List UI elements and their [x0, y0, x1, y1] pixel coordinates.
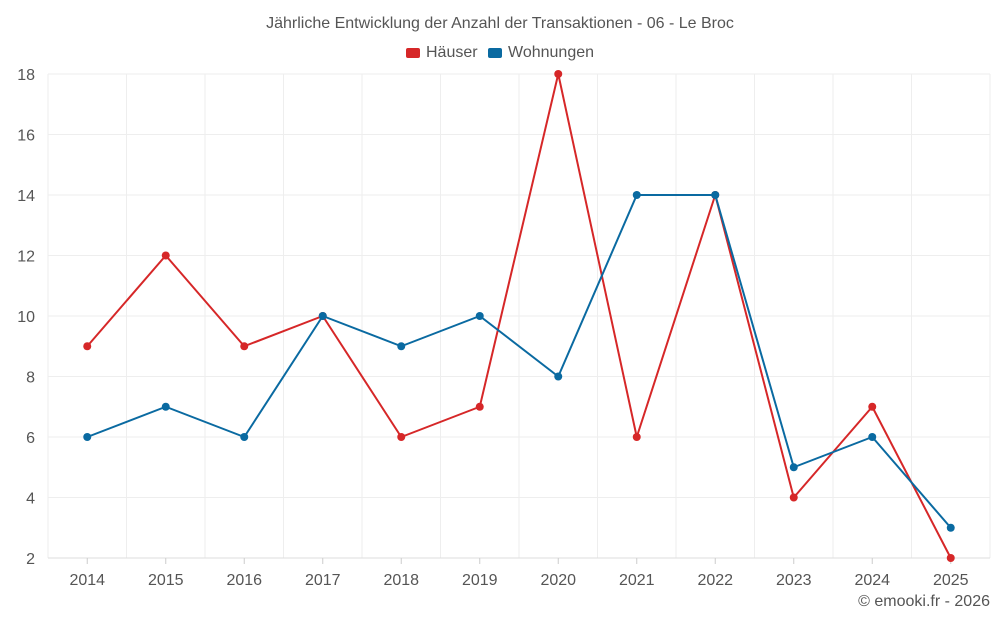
- series-1-point-2018: [397, 342, 406, 351]
- series-1-point-2015: [161, 402, 170, 411]
- legend-swatch-wohnungen: [488, 48, 503, 58]
- legend-item-wohnungen[interactable]: Wohnungen: [488, 44, 594, 62]
- series-0-point-2019: [475, 402, 484, 411]
- series-0-point-2024: [868, 402, 877, 411]
- series-1-point-2024: [868, 433, 877, 441]
- series-1-point-2021: [632, 191, 641, 199]
- x-tick-label-2015: 2015: [148, 572, 184, 589]
- series-1-point-2020: [554, 372, 563, 381]
- series-1-point-2017: [318, 312, 327, 320]
- x-tick-label-2022: 2022: [697, 572, 733, 589]
- series-line-1: [86, 194, 952, 529]
- series-1-point-2016: [240, 433, 249, 441]
- series-0-point-2023: [789, 493, 798, 502]
- series-0-point-2021: [632, 433, 641, 441]
- credit-text: © emooki.fr - 2026: [858, 593, 990, 610]
- legend-label-haeuser: Häuser: [425, 44, 478, 61]
- series-0-point-2016: [240, 342, 249, 351]
- x-tick-label-2023: 2023: [776, 572, 812, 589]
- y-tick-label-4: 4: [26, 491, 35, 508]
- x-tick-label-2017: 2017: [305, 572, 341, 589]
- y-tick-label-18: 18: [17, 67, 35, 84]
- series-0-point-2020: [554, 70, 563, 78]
- y-tick-label-2: 2: [26, 551, 35, 568]
- series-1-point-2025: [946, 523, 955, 532]
- x-tick-label-2025: 2025: [933, 572, 969, 589]
- y-tick-label-6: 6: [26, 430, 35, 447]
- y-tick-label-12: 12: [17, 249, 35, 266]
- series-1-point-2023: [789, 463, 798, 472]
- x-tick-label-2020: 2020: [540, 572, 576, 589]
- x-tick-label-2019: 2019: [462, 572, 498, 589]
- x-tick-label-2016: 2016: [226, 572, 262, 589]
- chart-title: Jährliche Entwicklung der Anzahl der Tra…: [266, 15, 734, 32]
- series-0-point-2025: [946, 554, 955, 562]
- legend-item-haeuser[interactable]: Häuser: [405, 44, 478, 62]
- x-tick-label-2014: 2014: [69, 572, 105, 589]
- series-1-point-2022: [711, 191, 720, 199]
- x-tick-label-2021: 2021: [619, 572, 655, 589]
- series-0-point-2015: [161, 251, 170, 260]
- x-tick-label-2024: 2024: [854, 572, 890, 589]
- legend-swatch-haeuser: [405, 48, 420, 58]
- y-tick-label-8: 8: [26, 370, 35, 387]
- y-tick-label-14: 14: [17, 188, 35, 205]
- series-0-point-2018: [397, 433, 406, 441]
- series-line-0: [86, 73, 952, 559]
- series-1-point-2019: [475, 312, 484, 320]
- y-tick-label-16: 16: [17, 128, 35, 145]
- series-0-point-2014: [83, 342, 92, 351]
- x-tick-label-2018: 2018: [383, 572, 419, 589]
- y-tick-label-10: 10: [17, 309, 35, 326]
- series-1-point-2014: [83, 433, 92, 441]
- chart-legend: Häuser Wohnungen: [0, 44, 1000, 63]
- legend-label-wohnungen: Wohnungen: [508, 44, 595, 61]
